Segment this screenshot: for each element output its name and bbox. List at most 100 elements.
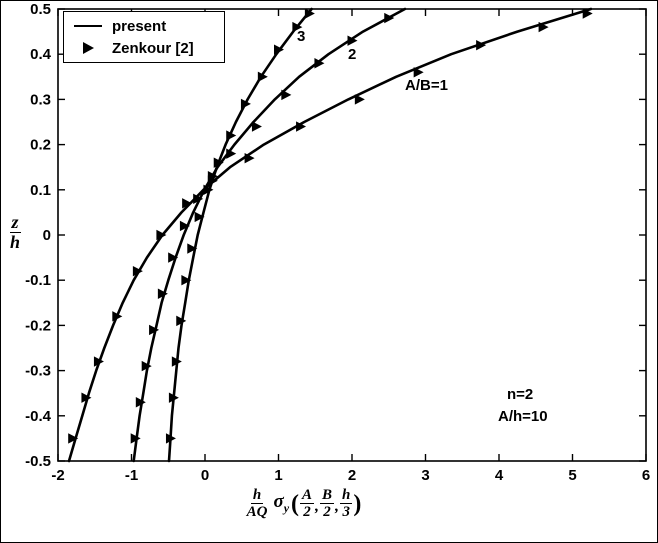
x-label-arg1: A 2 <box>300 487 315 521</box>
x-tick-label: 3 <box>421 467 429 484</box>
x-axis-label: h AQ σy ( A 2 , B 2 , h 3 ) <box>1 487 631 521</box>
y-label-denominator: h <box>10 232 21 253</box>
x-label-arg3: h 3 <box>340 487 353 521</box>
y-tick-label: -0.1 <box>25 272 51 289</box>
marker-zenkour-AB1 <box>93 356 104 367</box>
sigma-symbol: σy <box>273 491 290 516</box>
marker-zenkour-AB3 <box>226 130 237 141</box>
marker-zenkour-AB2 <box>141 360 152 372</box>
y-tick-label: -0.2 <box>25 317 51 334</box>
legend-marker-cell <box>64 25 112 27</box>
marker-zenkour-AB3 <box>168 392 179 403</box>
x-tick-label: 1 <box>274 467 282 484</box>
y-tick-label: -0.4 <box>25 408 52 425</box>
triangle-right-icon <box>82 42 94 54</box>
marker-zenkour-AB3 <box>171 356 182 367</box>
marker-zenkour-AB1 <box>182 198 193 209</box>
marker-zenkour-AB2 <box>179 220 190 232</box>
coef-numerator: h <box>250 487 264 505</box>
comma: , <box>315 498 320 516</box>
open-paren: ( <box>291 490 300 517</box>
marker-zenkour-AB3 <box>181 275 192 286</box>
marker-zenkour-AB3 <box>274 44 284 55</box>
legend: present Zenkour [2] <box>63 11 225 63</box>
marker-zenkour-AB2 <box>207 171 218 182</box>
y-label-numerator: z <box>9 212 21 234</box>
marker-zenkour-AB1 <box>476 39 487 51</box>
marker-zenkour-AB3 <box>257 71 268 82</box>
legend-item-zenkour: Zenkour [2] <box>64 37 224 59</box>
coef-denominator: AQ <box>246 504 268 521</box>
marker-zenkour-AB3 <box>187 243 198 254</box>
marker-zenkour-AB2 <box>347 35 358 46</box>
y-tick-label: 0.1 <box>30 182 51 199</box>
x-tick-label: -2 <box>51 467 64 484</box>
marker-zenkour-AB3 <box>292 21 303 33</box>
x-tick-label: 5 <box>568 467 576 484</box>
y-tick-label: 0.3 <box>30 91 51 108</box>
legend-label-present: present <box>112 17 167 35</box>
y-tick-label: 0.4 <box>30 46 52 63</box>
x-label-coefficient: h AQ <box>245 487 270 520</box>
arg3-denominator: 3 <box>342 504 350 521</box>
x-tick-label: 2 <box>348 467 356 484</box>
marker-zenkour-AB1 <box>413 67 424 78</box>
marker-zenkour-AB1 <box>132 265 143 277</box>
marker-zenkour-AB2 <box>149 324 160 336</box>
marker-zenkour-AB1 <box>538 21 549 33</box>
close-paren: ) <box>353 490 362 517</box>
comma: , <box>335 498 340 516</box>
y-tick-label: 0 <box>43 227 51 244</box>
marker-zenkour-AB2 <box>130 433 141 444</box>
x-label-arg2: B 2 <box>320 487 335 521</box>
curve-label-ab1: A/B=1 <box>405 77 448 94</box>
marker-zenkour-AB2 <box>135 397 146 408</box>
marker-zenkour-AB1 <box>68 433 79 444</box>
marker-zenkour-AB1 <box>296 121 307 132</box>
marker-zenkour-AB2 <box>281 89 292 101</box>
line-sample-icon <box>74 25 102 27</box>
marker-zenkour-AB3 <box>165 433 176 444</box>
marker-zenkour-AB1 <box>354 94 365 105</box>
marker-zenkour-AB1 <box>156 229 167 241</box>
marker-zenkour-AB2 <box>226 148 237 159</box>
legend-item-present: present <box>64 15 224 37</box>
plot-box <box>57 8 647 462</box>
marker-zenkour-AB1 <box>244 152 255 164</box>
marker-zenkour-AB2 <box>193 193 204 205</box>
marker-zenkour-AB3 <box>240 98 251 110</box>
marker-zenkour-AB2 <box>384 12 395 24</box>
curve-label-2: 2 <box>348 46 357 63</box>
marker-zenkour-AB3 <box>203 184 214 195</box>
y-tick-label: 0.5 <box>30 1 51 18</box>
arg1-numerator: A <box>300 487 315 505</box>
x-tick-label: 4 <box>495 467 504 484</box>
curve-present-AB3 <box>167 7 313 463</box>
y-tick-label: -0.5 <box>25 453 51 470</box>
annotation-ah: A/h=10 <box>498 408 548 425</box>
marker-zenkour-AB3 <box>304 8 315 19</box>
marker-zenkour-AB2 <box>157 288 168 299</box>
marker-zenkour-AB1 <box>582 8 593 19</box>
arg2-numerator: B <box>320 487 335 505</box>
y-axis-label: z h <box>8 212 22 253</box>
arg1-denominator: 2 <box>303 504 311 521</box>
legend-marker-cell <box>64 42 112 54</box>
x-tick-label: 0 <box>201 467 209 484</box>
annotation-n: n=2 <box>507 386 534 403</box>
x-tick-label: 6 <box>642 467 650 484</box>
curve-present-AB2 <box>132 7 407 463</box>
y-tick-label: 0.2 <box>30 137 51 154</box>
curve-label-3: 3 <box>297 28 306 45</box>
marker-zenkour-AB2 <box>314 58 325 69</box>
marker-zenkour-AB2 <box>251 121 262 132</box>
legend-label-zenkour: Zenkour [2] <box>112 39 194 57</box>
marker-zenkour-AB1 <box>81 392 92 403</box>
marker-zenkour-AB3 <box>194 211 205 223</box>
arg2-denominator: 2 <box>323 504 331 521</box>
arg3-numerator: h <box>340 487 353 505</box>
marker-zenkour-AB2 <box>168 252 179 263</box>
y-axis-fraction: z h <box>8 212 22 253</box>
